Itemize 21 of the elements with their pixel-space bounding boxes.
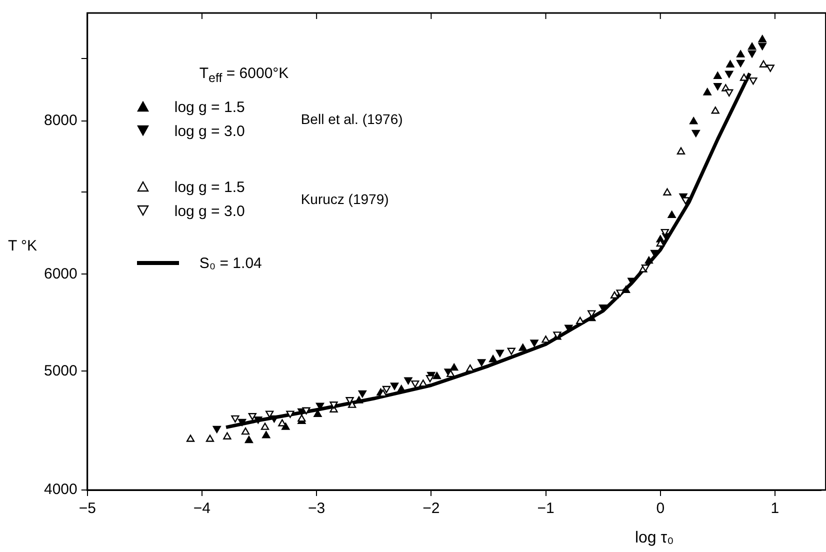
legend-label: log g = 3.0 xyxy=(174,122,245,140)
y-axis-title: T °K xyxy=(8,238,38,255)
annotation: Kurucz (1979) xyxy=(300,191,389,207)
x-axis-title: log τ₀ xyxy=(634,529,674,546)
y-tick-label: 4000 xyxy=(44,481,78,498)
x-tick-label: −3 xyxy=(308,500,326,518)
x-tick-label: 1 xyxy=(770,500,780,518)
x-tick-label: −5 xyxy=(78,500,96,518)
legend-label: log g = 1.5 xyxy=(174,178,245,196)
y-tick-label: 6000 xyxy=(44,265,78,282)
y-tick-label: 5000 xyxy=(44,362,78,380)
x-tick-label: −2 xyxy=(422,500,440,518)
legend-label: S₀ = 1.04 xyxy=(199,254,262,272)
annotation: Bell et al. (1976) xyxy=(300,111,403,127)
x-tick-label: 0 xyxy=(656,500,665,518)
x-tick-label: −1 xyxy=(537,500,554,518)
legend-label: log g = 1.5 xyxy=(174,98,245,116)
y-tick-label: 8000 xyxy=(44,112,78,130)
x-tick-label: −4 xyxy=(193,500,211,518)
legend-title: T$_{eff}$ = 6000°K xyxy=(199,65,290,87)
legend-label: log g = 3.0 xyxy=(174,202,245,220)
